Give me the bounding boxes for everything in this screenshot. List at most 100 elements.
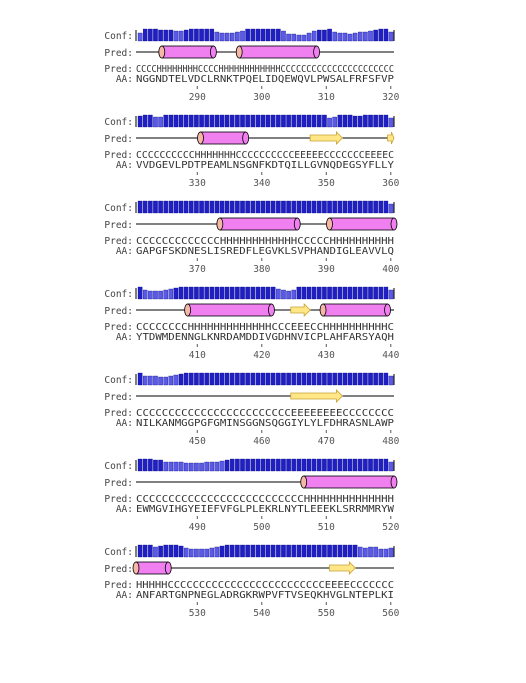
pred-sequence: CCCCCCCCCCCCCHHHHHHHHHHHHCCCCCHHHHHHHHHH [136,236,394,247]
confidence-bar [286,458,291,472]
confidence-bar [245,544,250,558]
confidence-bar [363,286,368,300]
confidence-bar [235,458,240,472]
confidence-bar [209,461,215,472]
confidence-bar [296,458,302,472]
confidence-bar [332,372,337,386]
confidence-bar [168,544,174,558]
strand-arrow [290,303,311,317]
confidence-bar [148,544,153,558]
confidence-bar [281,289,286,300]
confidence-bar [373,546,378,558]
strand-arrow [290,389,343,403]
confidence-bar [137,372,143,386]
confidence-bar [317,286,322,300]
confidence-bar [342,114,348,128]
confidence-bar [342,458,348,472]
confidence-bar [311,372,317,386]
confidence-bar [148,458,153,472]
position-number: 480 [382,436,399,447]
pred-seq-label: Pred: [104,322,133,333]
position-number: 450 [189,436,206,447]
confidence-bar [311,114,317,128]
confidence-bar [230,114,235,128]
confidence-bar [265,544,271,558]
confidence-bar [373,458,378,472]
confidence-bar [327,286,332,300]
confidence-bar [286,114,291,128]
conf-label: Conf: [104,547,133,558]
confidence-bar [332,286,337,300]
aa-sequence: ANFARTGNPNEGLADRGKRWPVFTVSEQKHVGLNTEPLKI [136,590,394,601]
confidence-bar [378,458,384,472]
prediction-block: Conf:Pred:Pred:AA:CCCCHHHHHHHHCCCCHHHHHH… [104,28,400,103]
confidence-bar [240,114,245,128]
confidence-bar [178,461,184,472]
helix-cylinder [238,45,317,59]
conf-label: Conf: [104,117,133,128]
helix-cap-left [326,217,333,231]
confidence-bar [352,32,358,42]
aa-sequence: EWMGVIHGYEIEFVFGLPLEKRLNYTLEEEKLSRRMMRYW [136,504,394,515]
confidence-bar [168,375,174,386]
confidence-bar [214,114,220,128]
pred-label: Pred: [104,392,133,403]
confidence-bar [219,32,225,42]
confidence-bar [306,544,312,558]
helix-cap-right [390,217,398,231]
helix-cap-right [313,45,321,59]
confidence-bar [163,544,168,558]
helix-cap-right [384,303,391,317]
confidence-bar [235,31,240,42]
confidence-bar [230,32,235,42]
position-number: 530 [189,608,206,619]
helix-cap-left [235,45,243,59]
position-number: 510 [318,522,335,533]
confidence-bar [173,200,179,214]
conf-label: Conf: [104,31,133,42]
confidence-bar [342,200,348,214]
confidence-bar [311,30,317,42]
confidence-bar [388,117,394,128]
confidence-bar [332,458,337,472]
pred-label: Pred: [104,564,133,575]
position-number: 440 [382,350,399,361]
confidence-bar [347,33,353,42]
confidence-bar [153,200,158,214]
pred-sequence: CCCCCCCCCCHHHHHHHCCCCCCCCCCEEEEECCCCCCCE… [136,150,394,161]
confidence-bar [337,114,343,128]
confidence-bar [388,31,394,42]
confidence-bar [311,544,317,558]
confidence-bar [148,290,153,300]
confidence-bar [322,458,327,472]
confidence-bar [265,286,271,300]
confidence-bar [270,200,276,214]
confidence-bar [352,200,358,214]
confidence-bar [383,200,389,214]
confidence-bar [224,544,230,558]
confidence-bar [250,28,256,42]
confidence-bar [276,372,281,386]
confidence-bar [173,114,179,128]
confidence-bar [189,548,194,558]
confidence-bar [301,372,307,386]
confidence-bar [291,289,296,300]
confidence-bar [158,545,163,558]
position-number: 370 [189,264,206,275]
prediction-block: Conf:Pred:Pred:AA:CCCCCCCCHHHHHHHHHHHHHC… [104,286,400,361]
confidence-bar [291,372,296,386]
confidence-bar [250,114,256,128]
confidence-bar [342,372,348,386]
confidence-bar [332,31,337,42]
confidence-bar [358,286,363,300]
confidence-bar [230,544,235,558]
confidence-bar [183,29,189,42]
confidence-bar [204,28,209,42]
confidence-bar [342,544,348,558]
helix-cap-right [390,475,398,489]
confidence-bar [378,114,384,128]
confidence-bar [183,200,189,214]
helix-cylinder [187,303,272,317]
confidence-bar [168,29,174,42]
helix-cap-right [293,217,301,231]
